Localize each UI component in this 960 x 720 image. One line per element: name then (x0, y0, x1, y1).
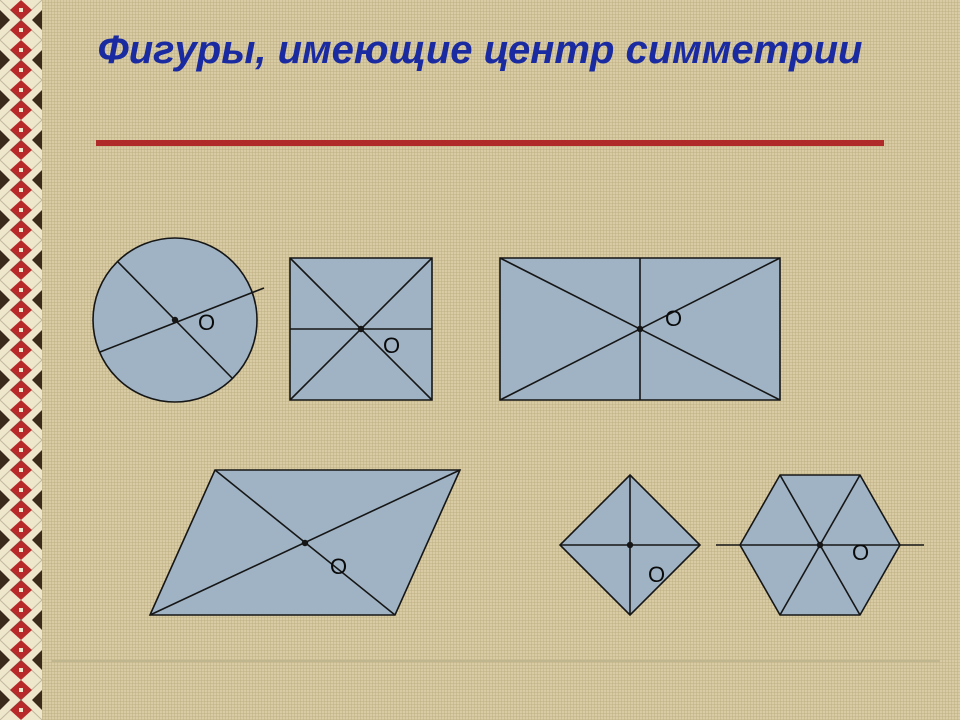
shapes-canvas (0, 0, 960, 720)
center-dot (358, 326, 364, 332)
center-dot (302, 540, 308, 546)
shape-square (290, 258, 432, 400)
center-label: О (198, 310, 215, 336)
center-label: О (852, 540, 869, 566)
center-dot (172, 317, 178, 323)
center-label: О (665, 306, 682, 332)
center-dot (637, 326, 643, 332)
shape-hexagon (716, 475, 924, 615)
shape-parallelogram (150, 470, 460, 615)
center-label: О (648, 562, 665, 588)
center-dot (627, 542, 633, 548)
center-label: О (330, 554, 347, 580)
shape-rhombus (560, 475, 700, 615)
shape-rectangle (500, 258, 780, 400)
center-dot (817, 542, 823, 548)
center-label: О (383, 333, 400, 359)
shape-circle (93, 238, 264, 402)
